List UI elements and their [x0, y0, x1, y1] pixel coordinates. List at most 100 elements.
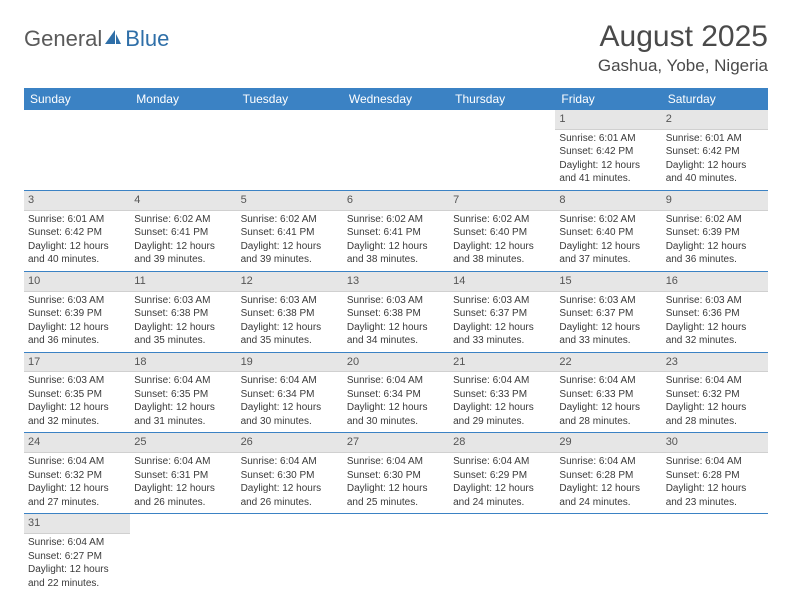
day-body: Sunrise: 6:02 AMSunset: 6:41 PMDaylight:… [343, 211, 449, 271]
sunrise-line: Sunrise: 6:04 AM [347, 374, 445, 388]
daylight-line: Daylight: 12 hoursand 33 minutes. [453, 321, 551, 348]
day-body: Sunrise: 6:03 AMSunset: 6:39 PMDaylight:… [24, 292, 130, 352]
daylight-line: Daylight: 12 hoursand 35 minutes. [241, 321, 339, 348]
day-cell: 11Sunrise: 6:03 AMSunset: 6:38 PMDayligh… [130, 271, 236, 352]
day-body: Sunrise: 6:01 AMSunset: 6:42 PMDaylight:… [24, 211, 130, 271]
location: Gashua, Yobe, Nigeria [598, 56, 768, 76]
day-cell: 13Sunrise: 6:03 AMSunset: 6:38 PMDayligh… [343, 271, 449, 352]
day-cell: 8Sunrise: 6:02 AMSunset: 6:40 PMDaylight… [555, 190, 661, 271]
day-cell: 24Sunrise: 6:04 AMSunset: 6:32 PMDayligh… [24, 433, 130, 514]
dow-thursday: Thursday [449, 88, 555, 110]
sunrise-line: Sunrise: 6:04 AM [134, 374, 232, 388]
day-body: Sunrise: 6:03 AMSunset: 6:36 PMDaylight:… [662, 292, 768, 352]
day-body: Sunrise: 6:03 AMSunset: 6:38 PMDaylight:… [343, 292, 449, 352]
week-row: 3Sunrise: 6:01 AMSunset: 6:42 PMDaylight… [24, 190, 768, 271]
day-number: 1 [555, 110, 661, 130]
daylight-line: Daylight: 12 hoursand 38 minutes. [347, 240, 445, 267]
sunset-line: Sunset: 6:30 PM [241, 469, 339, 483]
dow-friday: Friday [555, 88, 661, 110]
day-cell: 21Sunrise: 6:04 AMSunset: 6:33 PMDayligh… [449, 352, 555, 433]
day-cell: 7Sunrise: 6:02 AMSunset: 6:40 PMDaylight… [449, 190, 555, 271]
day-cell: 29Sunrise: 6:04 AMSunset: 6:28 PMDayligh… [555, 433, 661, 514]
day-cell: 18Sunrise: 6:04 AMSunset: 6:35 PMDayligh… [130, 352, 236, 433]
day-number: 8 [555, 191, 661, 211]
day-body: Sunrise: 6:01 AMSunset: 6:42 PMDaylight:… [555, 130, 661, 190]
sunrise-line: Sunrise: 6:03 AM [28, 374, 126, 388]
day-body: Sunrise: 6:04 AMSunset: 6:30 PMDaylight:… [237, 453, 343, 513]
day-number: 27 [343, 433, 449, 453]
daylight-line: Daylight: 12 hoursand 22 minutes. [28, 563, 126, 590]
day-cell: 26Sunrise: 6:04 AMSunset: 6:30 PMDayligh… [237, 433, 343, 514]
day-number: 10 [24, 272, 130, 292]
day-number: 22 [555, 353, 661, 373]
sunset-line: Sunset: 6:37 PM [453, 307, 551, 321]
day-body: Sunrise: 6:04 AMSunset: 6:34 PMDaylight:… [343, 372, 449, 432]
month-title: August 2025 [598, 20, 768, 54]
daylight-line: Daylight: 12 hoursand 26 minutes. [241, 482, 339, 509]
day-cell: 16Sunrise: 6:03 AMSunset: 6:36 PMDayligh… [662, 271, 768, 352]
sunrise-line: Sunrise: 6:03 AM [347, 294, 445, 308]
sunrise-line: Sunrise: 6:03 AM [241, 294, 339, 308]
day-cell: 31Sunrise: 6:04 AMSunset: 6:27 PMDayligh… [24, 514, 130, 594]
daylight-line: Daylight: 12 hoursand 23 minutes. [666, 482, 764, 509]
daylight-line: Daylight: 12 hoursand 29 minutes. [453, 401, 551, 428]
day-body: Sunrise: 6:02 AMSunset: 6:41 PMDaylight:… [130, 211, 236, 271]
daylight-line: Daylight: 12 hoursand 39 minutes. [241, 240, 339, 267]
day-body: Sunrise: 6:02 AMSunset: 6:40 PMDaylight:… [449, 211, 555, 271]
day-number: 31 [24, 514, 130, 534]
day-number: 21 [449, 353, 555, 373]
day-cell: . [555, 514, 661, 594]
daylight-line: Daylight: 12 hoursand 36 minutes. [666, 240, 764, 267]
sunrise-line: Sunrise: 6:02 AM [666, 213, 764, 227]
sunset-line: Sunset: 6:40 PM [453, 226, 551, 240]
sunrise-line: Sunrise: 6:02 AM [559, 213, 657, 227]
sunrise-line: Sunrise: 6:04 AM [28, 536, 126, 550]
dow-monday: Monday [130, 88, 236, 110]
sunrise-line: Sunrise: 6:04 AM [666, 455, 764, 469]
day-cell: . [662, 514, 768, 594]
daylight-line: Daylight: 12 hoursand 26 minutes. [134, 482, 232, 509]
sunset-line: Sunset: 6:41 PM [241, 226, 339, 240]
sunrise-line: Sunrise: 6:02 AM [347, 213, 445, 227]
sunset-line: Sunset: 6:35 PM [28, 388, 126, 402]
sunrise-line: Sunrise: 6:02 AM [241, 213, 339, 227]
daylight-line: Daylight: 12 hoursand 28 minutes. [666, 401, 764, 428]
logo-text-general: General [24, 26, 102, 52]
day-body: Sunrise: 6:04 AMSunset: 6:33 PMDaylight:… [555, 372, 661, 432]
day-number: 12 [237, 272, 343, 292]
day-cell: . [130, 514, 236, 594]
sunrise-line: Sunrise: 6:04 AM [559, 455, 657, 469]
day-body: Sunrise: 6:03 AMSunset: 6:37 PMDaylight:… [555, 292, 661, 352]
day-cell: 14Sunrise: 6:03 AMSunset: 6:37 PMDayligh… [449, 271, 555, 352]
daylight-line: Daylight: 12 hoursand 40 minutes. [666, 159, 764, 186]
day-body: Sunrise: 6:02 AMSunset: 6:41 PMDaylight:… [237, 211, 343, 271]
daylight-line: Daylight: 12 hoursand 30 minutes. [241, 401, 339, 428]
day-body: Sunrise: 6:04 AMSunset: 6:29 PMDaylight:… [449, 453, 555, 513]
day-number: 20 [343, 353, 449, 373]
daylight-line: Daylight: 12 hoursand 30 minutes. [347, 401, 445, 428]
sunset-line: Sunset: 6:37 PM [559, 307, 657, 321]
week-row: 10Sunrise: 6:03 AMSunset: 6:39 PMDayligh… [24, 271, 768, 352]
sunrise-line: Sunrise: 6:04 AM [666, 374, 764, 388]
day-number: 18 [130, 353, 236, 373]
daylight-line: Daylight: 12 hoursand 41 minutes. [559, 159, 657, 186]
sunset-line: Sunset: 6:38 PM [134, 307, 232, 321]
daylight-line: Daylight: 12 hoursand 32 minutes. [28, 401, 126, 428]
daylight-line: Daylight: 12 hoursand 36 minutes. [28, 321, 126, 348]
day-body: Sunrise: 6:04 AMSunset: 6:34 PMDaylight:… [237, 372, 343, 432]
day-number: 30 [662, 433, 768, 453]
sunset-line: Sunset: 6:33 PM [453, 388, 551, 402]
week-row: 24Sunrise: 6:04 AMSunset: 6:32 PMDayligh… [24, 433, 768, 514]
logo: General Blue [24, 20, 169, 52]
day-cell: 1Sunrise: 6:01 AMSunset: 6:42 PMDaylight… [555, 110, 661, 190]
day-body: Sunrise: 6:04 AMSunset: 6:30 PMDaylight:… [343, 453, 449, 513]
day-cell: . [237, 514, 343, 594]
day-body: Sunrise: 6:01 AMSunset: 6:42 PMDaylight:… [662, 130, 768, 190]
dow-tuesday: Tuesday [237, 88, 343, 110]
day-body: Sunrise: 6:02 AMSunset: 6:40 PMDaylight:… [555, 211, 661, 271]
sunrise-line: Sunrise: 6:03 AM [666, 294, 764, 308]
day-cell: 30Sunrise: 6:04 AMSunset: 6:28 PMDayligh… [662, 433, 768, 514]
day-number: 24 [24, 433, 130, 453]
day-body: Sunrise: 6:04 AMSunset: 6:32 PMDaylight:… [662, 372, 768, 432]
sunset-line: Sunset: 6:38 PM [241, 307, 339, 321]
